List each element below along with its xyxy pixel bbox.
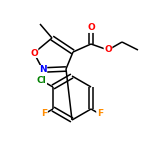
Text: F: F: [41, 109, 47, 119]
Text: O: O: [30, 48, 38, 57]
Text: O: O: [104, 45, 112, 55]
Text: O: O: [87, 24, 95, 33]
Text: N: N: [39, 66, 47, 74]
Text: F: F: [97, 109, 103, 119]
Text: Cl: Cl: [37, 76, 47, 85]
